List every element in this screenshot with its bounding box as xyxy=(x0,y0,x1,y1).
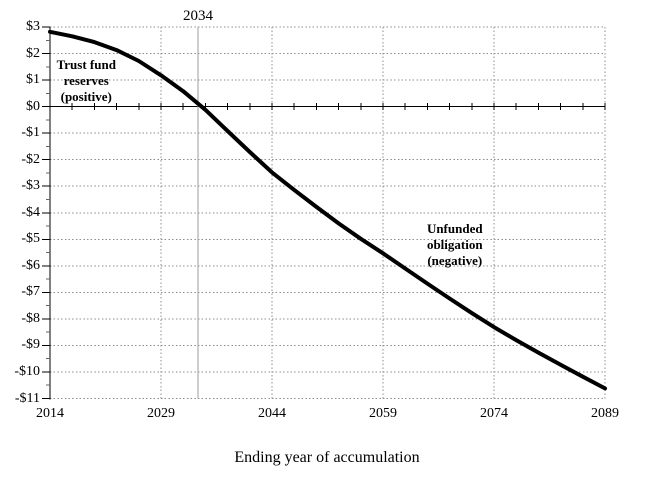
y-tick-label: -$8 xyxy=(21,310,40,326)
trust-fund-balance-curve xyxy=(48,29,607,391)
y-tick-label: $1 xyxy=(26,72,40,88)
unfunded-obligation-annotation: Unfunded obligation (negative) xyxy=(426,220,483,268)
y-tick-label: $3 xyxy=(26,19,40,34)
x-tick-label: 2014 xyxy=(36,406,64,421)
x-axis-title: Ending year of accumulation xyxy=(234,449,420,466)
depletion-year-label: 2034 xyxy=(183,8,213,24)
x-tick-label: 2044 xyxy=(258,406,286,421)
y-tick-label: -$3 xyxy=(21,178,40,194)
x-tick-label: 2059 xyxy=(369,406,397,421)
x-tick-label: 2029 xyxy=(147,406,175,421)
y-tick-label: -$10 xyxy=(14,363,40,379)
y-tick-label: -$5 xyxy=(21,231,40,247)
y-tick-label: $2 xyxy=(26,45,40,61)
y-tick-label: -$1 xyxy=(21,125,40,141)
y-tick-label: -$11 xyxy=(14,390,40,406)
x-tick-label: 2089 xyxy=(591,406,619,421)
y-tick-label: $0 xyxy=(26,98,40,114)
trust-fund-reserves-annotation: Trust fund reserves (positive) xyxy=(56,56,116,104)
y-tick-label: -$9 xyxy=(21,337,40,353)
y-tick-label: -$2 xyxy=(21,151,40,167)
y-tick-label: -$7 xyxy=(21,284,40,300)
y-tick-label: -$6 xyxy=(21,257,40,273)
x-tick-label: 2074 xyxy=(480,406,508,421)
y-tick-label: -$4 xyxy=(21,204,40,220)
